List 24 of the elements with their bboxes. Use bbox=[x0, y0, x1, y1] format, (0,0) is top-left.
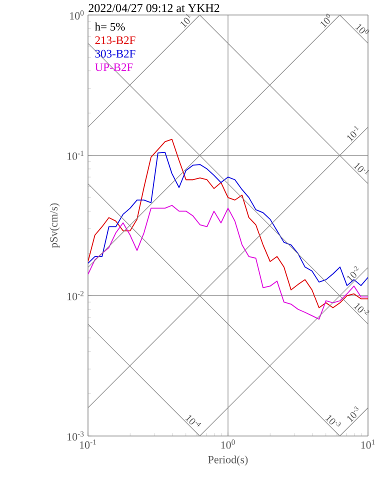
y-tick-label: 10$^{-1}$ bbox=[68, 150, 84, 160]
y-tick-label: 10$^{-2}$ bbox=[68, 291, 84, 300]
y-tick-label: 10$^{-3}$ bbox=[68, 431, 84, 441]
x-tick-label: 10$^{-1}$ bbox=[80, 440, 96, 449]
x-tick-label: 10$^{1}$ bbox=[361, 440, 375, 449]
text: 303-B2F bbox=[95, 50, 136, 58]
x-axis-title: Period(s) bbox=[208, 456, 248, 466]
legend-title: h= 5% bbox=[94, 22, 125, 31]
text: 10$^{-2}$ bbox=[347, 266, 359, 282]
text: 10$^{-2}$ bbox=[354, 303, 370, 315]
text: 10$^{-1}$ bbox=[354, 162, 370, 174]
text: UP-B2F bbox=[95, 63, 133, 72]
text: 10$^{0}$ bbox=[355, 24, 370, 34]
text: 10$^{-3}$ bbox=[347, 406, 358, 422]
text: 10$^{-1}$ bbox=[347, 126, 359, 142]
text: 10$^{-4}$ bbox=[185, 415, 202, 427]
x-tick-label: 10$^{0}$ bbox=[221, 440, 235, 449]
text: 10$^{0}$ bbox=[320, 14, 330, 28]
text: 10$^{-3}$ bbox=[325, 415, 341, 426]
chart-title: 2022/04/27 09:12 at YKH2 bbox=[88, 4, 220, 12]
y-axis-title: pSv(cm/s) bbox=[50, 203, 60, 248]
text: 213-B2F bbox=[95, 36, 136, 44]
text: 10$^{1}$ bbox=[180, 14, 190, 28]
y-tick-label: 10$^{0}$ bbox=[70, 10, 84, 20]
